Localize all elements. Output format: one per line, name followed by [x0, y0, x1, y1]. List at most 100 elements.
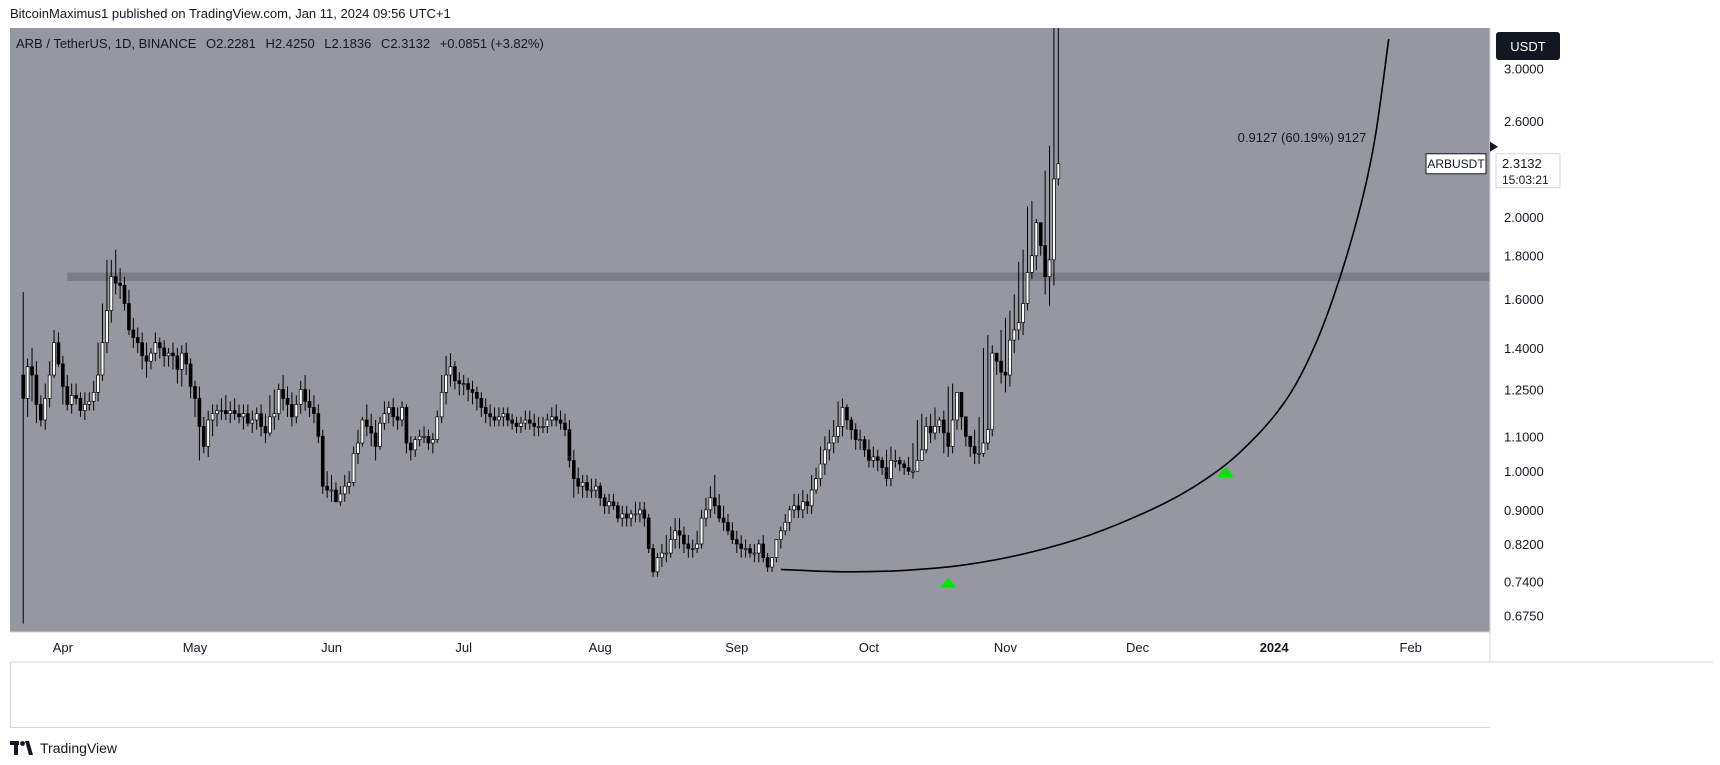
candle-body [109, 276, 114, 311]
markers-layer [940, 466, 1234, 588]
candle-body [1038, 222, 1043, 247]
candle-body [660, 552, 664, 559]
candle [823, 436, 827, 475]
candle-body [840, 407, 845, 427]
candle [237, 404, 241, 424]
candle-body [906, 467, 911, 472]
candle-body [127, 303, 131, 331]
candle-body [748, 548, 752, 554]
candle [660, 543, 664, 568]
tradingview-logo-icon [10, 741, 33, 755]
candle [739, 535, 743, 558]
candle-body [285, 397, 290, 405]
candle-body [303, 389, 307, 402]
candle-body [497, 416, 501, 421]
candle-body [1043, 245, 1047, 278]
candle-body [457, 380, 462, 384]
candle [514, 416, 519, 433]
candle-body [510, 419, 514, 424]
candle-body [453, 366, 457, 382]
candle-body [999, 360, 1003, 373]
candle-body [466, 383, 470, 390]
candle-body [387, 407, 391, 415]
candle [919, 413, 924, 461]
candle-body [730, 530, 735, 540]
candle-body [853, 429, 858, 440]
candle-body [166, 352, 171, 357]
candle [329, 474, 334, 502]
candle [78, 392, 83, 417]
time-tick-label: Jul [455, 640, 472, 655]
candle [558, 410, 563, 430]
candle [254, 407, 259, 430]
candle [435, 410, 440, 444]
candle-body [977, 452, 981, 455]
candle [276, 383, 281, 420]
candle [100, 303, 105, 381]
candles-layer [21, 28, 1061, 624]
candle [210, 404, 215, 437]
candle [717, 493, 721, 523]
candle [1052, 28, 1056, 286]
candle [770, 557, 774, 572]
candle [197, 386, 202, 461]
candle [426, 429, 431, 450]
candle-body [91, 392, 96, 402]
candle-body [1008, 339, 1012, 376]
high-value: 2.4250 [275, 36, 315, 51]
candle [131, 317, 136, 348]
candle-body [78, 397, 83, 411]
candle-body [237, 413, 241, 418]
candle [34, 361, 39, 424]
candle-body [307, 400, 312, 408]
price-tick-label: 0.8200 [1504, 537, 1544, 552]
last-price-symbol: ARBUSDT [1427, 157, 1485, 171]
candle [836, 401, 840, 444]
candle-body [316, 413, 321, 437]
candle [867, 439, 871, 468]
candle-body [250, 419, 255, 424]
candle-body [96, 374, 100, 393]
candle-body [549, 416, 554, 421]
candle-body [1012, 329, 1017, 341]
candle [708, 486, 713, 519]
candle [294, 395, 299, 424]
price-tick-label: 0.9000 [1504, 503, 1544, 518]
candle-body [87, 400, 92, 405]
time-axis[interactable] [10, 632, 1490, 662]
open-value: 2.2281 [216, 36, 256, 51]
candle-body [409, 442, 413, 451]
price-axis[interactable] [1490, 28, 1713, 728]
candle [439, 375, 444, 424]
candle-body [391, 407, 396, 418]
candle [646, 513, 651, 554]
candle-body [655, 557, 660, 573]
price-chart[interactable]: ARB / TetherUS, 1D, BINANCE O2.2281 H2.4… [10, 28, 1713, 728]
candle-body [290, 404, 294, 418]
candle-body [215, 410, 219, 415]
candle [74, 383, 78, 405]
candle-body [686, 543, 691, 549]
candle [765, 553, 770, 572]
candle-body [281, 389, 285, 399]
candle-body [624, 513, 629, 519]
candle [246, 404, 250, 427]
candle-body [426, 435, 431, 444]
candle [955, 392, 959, 430]
candle-body [360, 419, 365, 444]
candle [461, 375, 466, 396]
candle-body [616, 505, 620, 519]
candle [580, 474, 585, 498]
candle [942, 410, 946, 454]
candle-body [470, 389, 475, 393]
ohlc-legend: ARB / TetherUS, 1D, BINANCE O2.2281 H2.4… [16, 36, 544, 51]
candle-body [704, 509, 708, 519]
candle [598, 482, 603, 506]
plot-area[interactable] [10, 28, 1490, 632]
currency-button[interactable]: USDT [1496, 32, 1560, 60]
candle [734, 530, 739, 554]
candle [175, 347, 180, 384]
candle [193, 380, 197, 417]
candle-body [241, 413, 246, 418]
candle [519, 416, 523, 433]
